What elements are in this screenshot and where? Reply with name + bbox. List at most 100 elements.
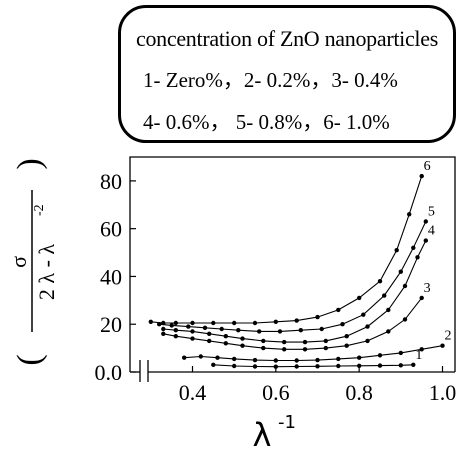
series-2: 2 (182, 329, 452, 363)
data-point (336, 363, 341, 369)
series-6: 6 (148, 159, 431, 326)
data-point (294, 318, 299, 323)
data-point (336, 356, 341, 362)
legend-line-1: 1- Zero%，2- 0.2%，3- 0.4% (143, 68, 398, 92)
data-point (273, 358, 278, 363)
data-point (252, 364, 258, 369)
y-tick-label: 0.0 (95, 360, 123, 385)
data-point (219, 326, 224, 332)
x-tick-label: 1.0 (429, 380, 457, 405)
data-point (298, 328, 303, 333)
x-tick-label: 0.8 (345, 380, 373, 405)
data-point (252, 320, 258, 326)
data-point (440, 343, 445, 348)
y-label-numerator: σ (6, 256, 31, 268)
y-tick-label: 40 (100, 264, 122, 289)
y-label-denominator-exp: -2 (32, 204, 47, 216)
data-point (302, 339, 308, 345)
series-3: 3 (161, 281, 431, 352)
data-point (173, 320, 178, 326)
data-point (315, 357, 320, 363)
data-point (273, 364, 278, 369)
data-point (240, 343, 245, 348)
series-line (213, 364, 414, 368)
data-point (423, 219, 428, 224)
series-1: 1 (211, 348, 422, 369)
data-point (211, 362, 216, 367)
series-label: 2 (445, 329, 452, 344)
data-point (273, 319, 278, 324)
data-point (257, 329, 262, 334)
data-point (398, 350, 403, 356)
data-point (423, 238, 428, 243)
y-label-bracket-right: ) (11, 158, 48, 169)
data-point (232, 356, 237, 362)
data-point (198, 354, 203, 359)
data-point (315, 364, 320, 369)
data-point (277, 329, 283, 334)
data-point (240, 336, 245, 341)
data-point (173, 328, 178, 333)
legend-title: concentration of ZnO nanoparticles (136, 26, 438, 51)
data-point (319, 326, 324, 332)
data-point (323, 338, 328, 344)
series-line (150, 175, 423, 324)
data-point (223, 334, 228, 339)
data-point (386, 307, 391, 313)
data-point (419, 295, 424, 301)
series-4: 4 (161, 224, 435, 345)
data-point (394, 248, 399, 253)
series-label: 6 (424, 159, 431, 174)
data-point (261, 338, 266, 344)
x-label-base: λ (253, 416, 272, 454)
plot-frame (129, 156, 456, 372)
series-line (163, 240, 427, 343)
series-label: 4 (428, 224, 435, 239)
legend-line-2: 4- 0.6%， 5- 0.8%，6- 1.0% (143, 110, 390, 134)
data-point (419, 347, 424, 352)
series-line (159, 221, 427, 332)
data-point (190, 329, 195, 334)
data-point (207, 338, 212, 344)
data-point (377, 279, 383, 284)
data-point (357, 295, 362, 301)
data-point (377, 353, 383, 358)
data-point (190, 336, 195, 341)
data-point (386, 329, 391, 334)
data-point (344, 334, 349, 339)
data-point (161, 326, 166, 332)
y-tick-label: 20 (100, 312, 122, 337)
data-point (402, 283, 408, 289)
data-point (294, 358, 299, 363)
data-point (207, 331, 212, 336)
data-point (382, 293, 387, 298)
data-point (357, 363, 362, 368)
series-5: 5 (157, 205, 435, 334)
data-point (211, 320, 216, 326)
x-tick-label: 0.4 (179, 380, 207, 405)
legend-box: concentration of ZnO nanoparticles 1- Ze… (118, 5, 456, 143)
y-axis-label: ( σ 2 λ - λ -2 ) (6, 158, 59, 365)
data-point (182, 355, 187, 360)
data-point (161, 320, 166, 326)
data-point (323, 345, 328, 351)
data-point (294, 364, 299, 369)
data-point (232, 320, 237, 326)
data-point (398, 363, 403, 368)
data-point (223, 341, 228, 346)
series-label: 5 (428, 205, 435, 220)
data-point (282, 339, 287, 345)
data-point (236, 328, 241, 333)
data-point (407, 212, 412, 217)
y-label-denominator: 2 λ - λ (34, 244, 59, 300)
data-point (398, 269, 403, 274)
y-tick-label: 80 (100, 169, 122, 194)
data-point (402, 317, 408, 322)
data-point (361, 312, 366, 317)
series-layer: 1 2 3 4 5 6 (148, 159, 452, 369)
series-label: 1 (415, 348, 422, 363)
data-point (302, 347, 308, 352)
data-point (419, 173, 424, 179)
series-label: 3 (424, 281, 431, 296)
y-label-bracket-left: ( (11, 354, 48, 365)
